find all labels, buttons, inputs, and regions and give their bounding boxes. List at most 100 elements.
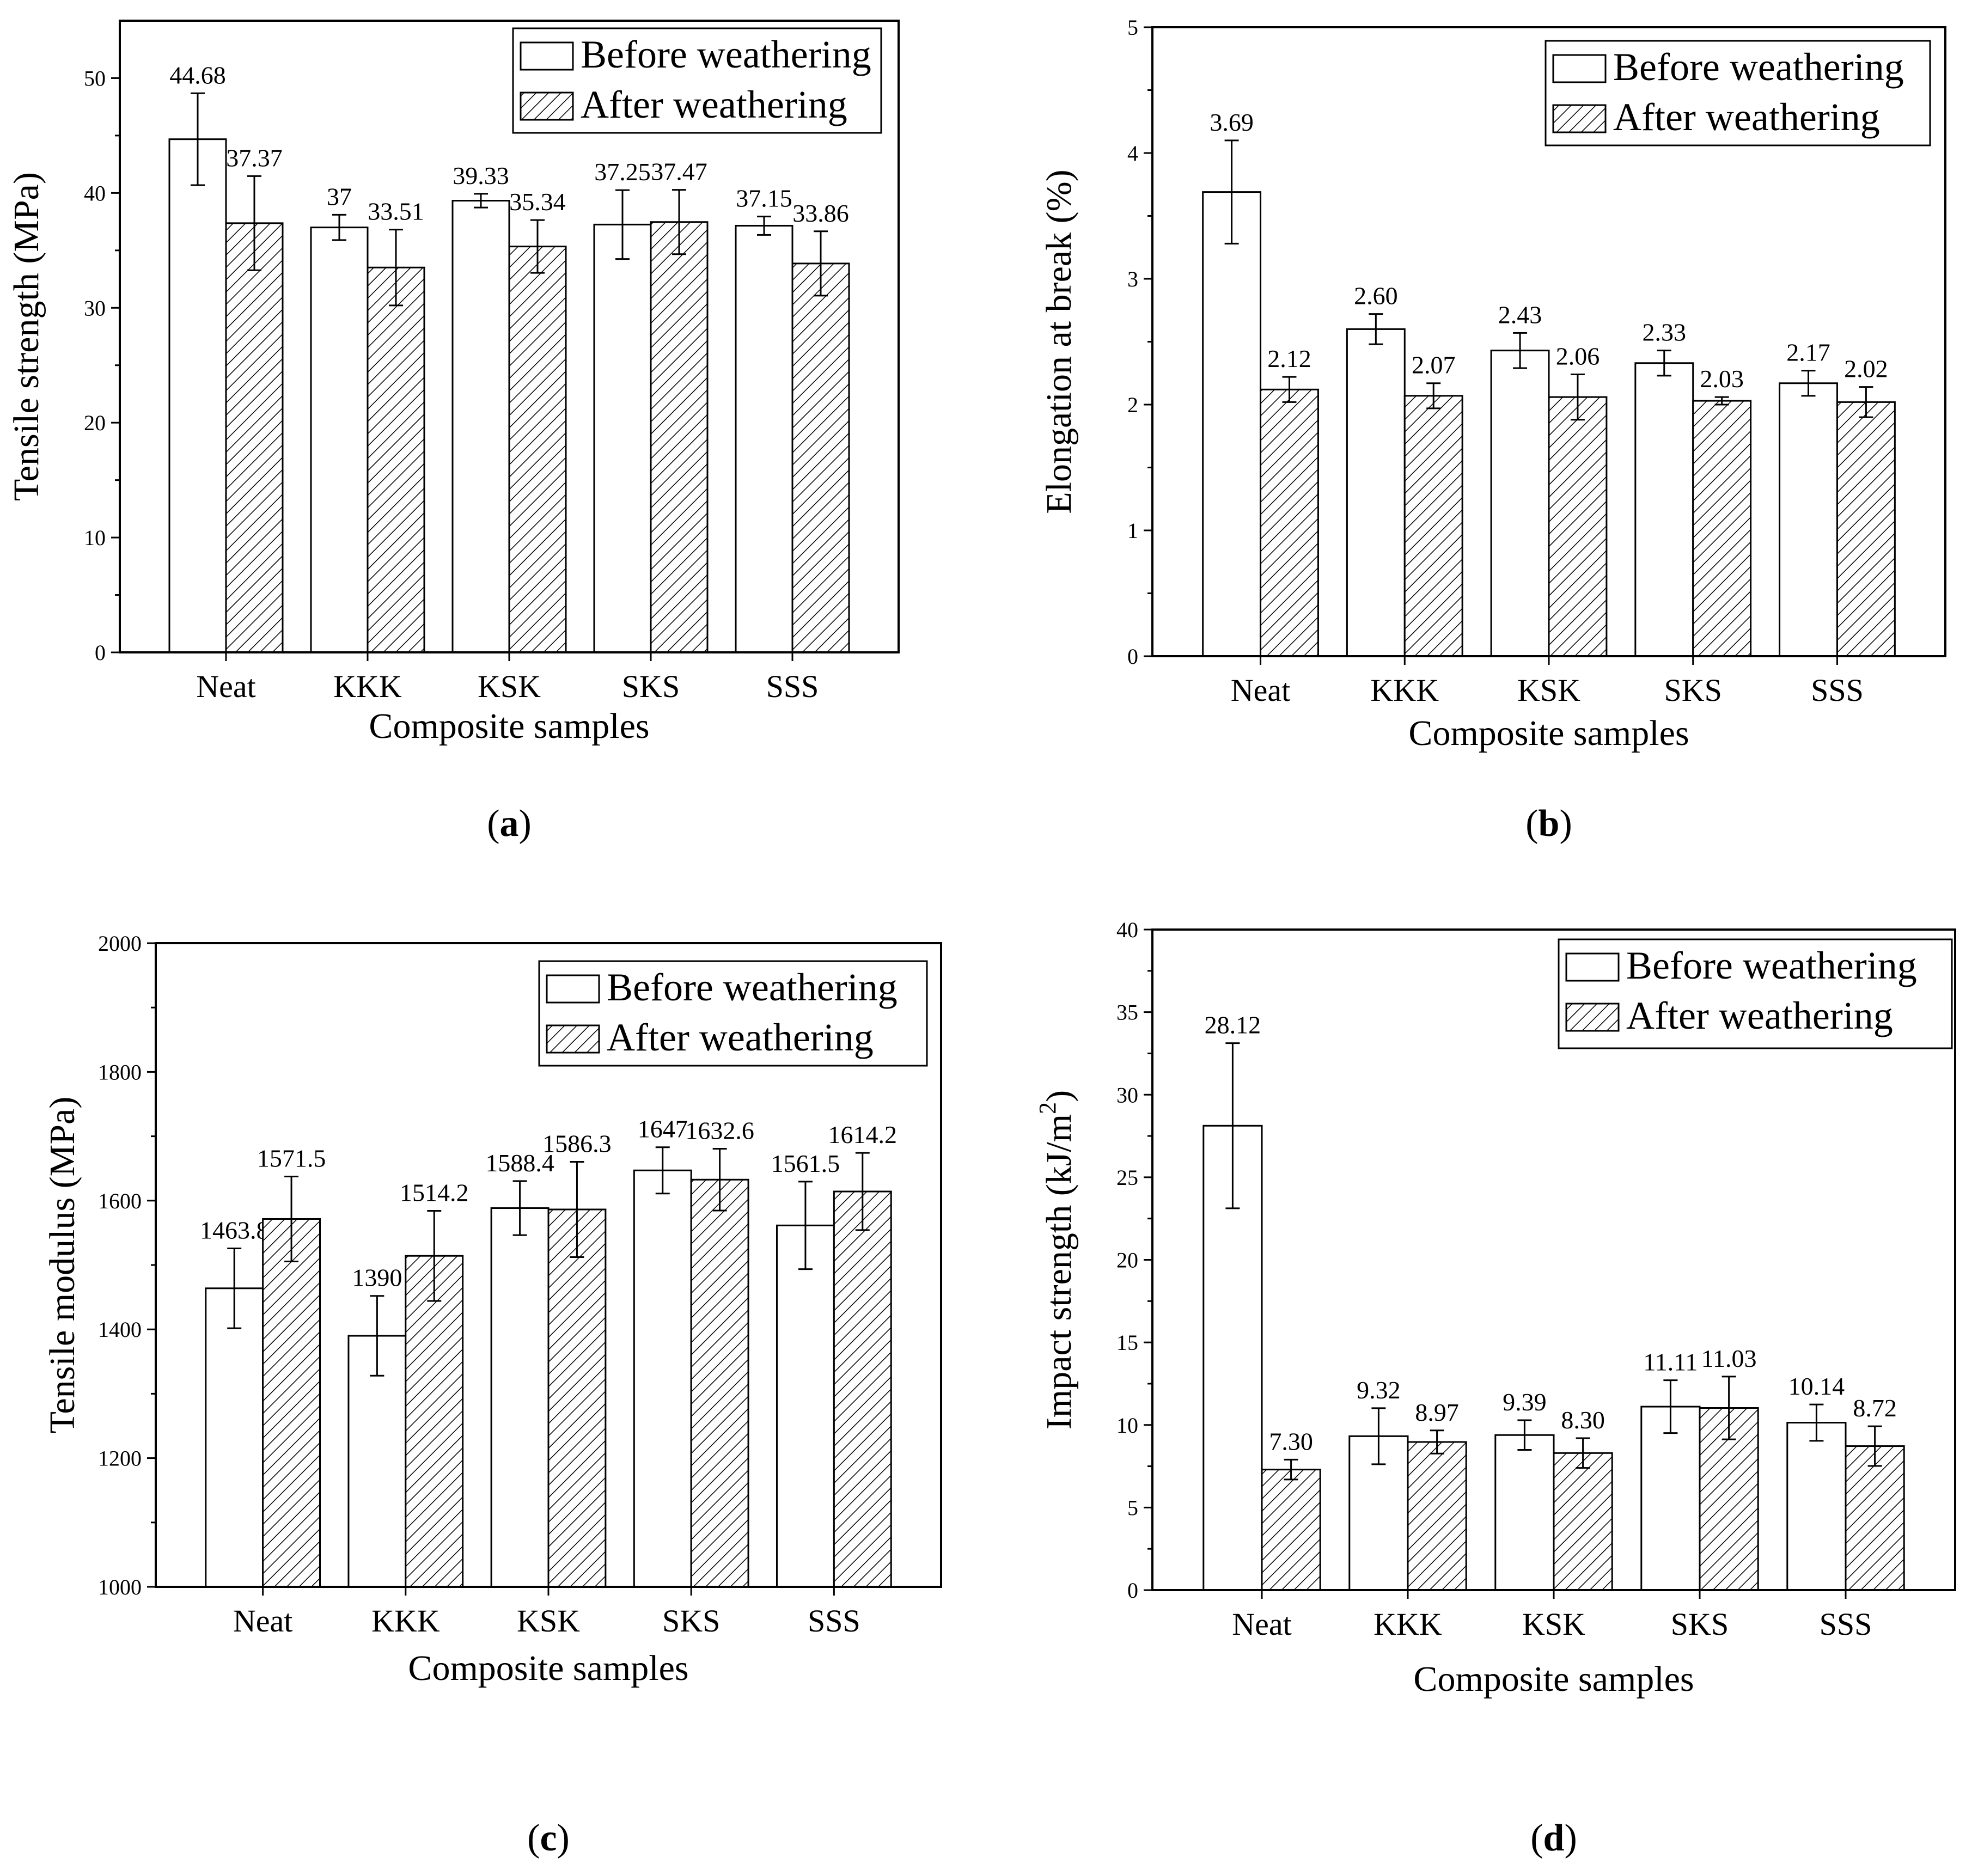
x-tick-label: SSS [1811,673,1864,708]
y-tick-label: 30 [84,296,106,320]
bar-before-weathering [1202,191,1262,657]
x-tick-label: SKS [662,1603,720,1639]
data-label: 3.69 [1210,108,1254,136]
chart-panel-a: 0 10 20 30 40 50 Neat 44.68 37.37 KKK 37 33.51 KSK 39… [7,20,900,845]
bar-before-weathering [451,199,510,653]
data-label: 1571.5 [257,1144,326,1172]
x-tick-label: Neat [233,1603,293,1639]
y-tick-label: 20 [84,411,106,435]
legend-swatch-after [1552,104,1607,133]
data-label: 33.86 [792,199,849,227]
panel-label: (a) [487,803,532,845]
legend-swatch-before [546,974,600,1004]
data-label: 2.43 [1498,301,1542,328]
data-label: 44.68 [169,61,226,89]
y-tick-label: 3 [1127,267,1138,291]
y-axis-title: Tensile modulus (MPa) [42,1097,82,1434]
bar-after-weathering [650,221,709,653]
legend-swatch-before [1552,54,1607,83]
y-axis-title: Tensile strength (MPa) [7,172,46,501]
y-tick-label: 0 [1127,644,1138,669]
bar-before-weathering [1640,1406,1701,1591]
data-label: 2.12 [1267,345,1311,372]
bar-after-weathering [833,1190,892,1588]
y-tick-label: 50 [84,66,106,90]
data-label: 2.06 [1556,343,1600,370]
y-tick-label: 0 [95,640,106,665]
data-label: 1647 [638,1115,688,1143]
bar-before-weathering [593,223,652,653]
data-label: 37.15 [736,185,792,212]
bar-before-weathering [205,1287,264,1588]
data-label: 8.72 [1853,1394,1897,1422]
x-tick-label: SSS [766,669,819,704]
data-label: 2.33 [1643,319,1687,346]
chart-panel-b: 0 1 2 3 4 5 Neat 3.69 2.12 KKK 2.60 2.07 KSK 2.43 2.06… [1039,15,1946,845]
data-label: 9.39 [1503,1388,1547,1416]
bar-before-weathering [168,138,227,653]
x-tick-label: Neat [1231,673,1291,708]
x-tick-label: KSK [517,1603,580,1639]
x-tick-label: SKS [1664,673,1722,708]
data-label: 1632.6 [685,1117,754,1145]
chart-panel-d: 0 5 10 15 20 25 30 35 40 Neat 28.12 7.30 KKK 9.32 8.97… [1034,918,1956,1859]
data-label: 1390 [352,1264,402,1292]
y-axis-title-close: ) [1039,1090,1079,1102]
panel-label-close: ) [1559,803,1572,845]
bar-before-weathering [1346,328,1406,657]
panel-label-open: ( [527,1817,540,1859]
y-axis-title: Elongation at break (%) [1039,169,1079,514]
y-tick-label: 5 [1127,1495,1138,1520]
legend-swatch-after [546,1024,600,1054]
x-tick-label: KSK [478,669,541,704]
bar-after-weathering [405,1255,464,1588]
legend-label-before: Before weathering [581,33,871,76]
data-label: 10.14 [1788,1372,1845,1400]
x-tick-label: SSS [808,1603,860,1639]
data-label: 8.97 [1415,1398,1459,1426]
panel-label-letter: b [1539,803,1560,845]
data-label: 39.33 [453,162,509,190]
y-tick-label: 35 [1116,1000,1138,1025]
data-label: 9.32 [1357,1376,1401,1404]
bar-before-weathering [310,227,369,653]
panel-label-close: ) [519,803,532,845]
legend-swatch-before [520,41,574,71]
panel-label-open: ( [487,803,499,845]
bar-before-weathering [735,224,793,653]
data-label: 2.60 [1354,282,1398,310]
bar-after-weathering [791,262,850,653]
y-tick-label: 10 [84,525,106,550]
y-tick-label: 1200 [98,1446,142,1471]
y-tick-label: 30 [1116,1083,1138,1107]
legend-label-before: Before weathering [1626,944,1917,987]
y-tick-label: 4 [1127,141,1138,166]
legend-label-after: After weathering [581,83,847,126]
data-label: 11.03 [1701,1345,1757,1372]
y-tick-label: 1000 [98,1575,142,1599]
y-tick-label: 20 [1116,1248,1138,1273]
x-tick-label: SSS [1820,1606,1872,1642]
x-tick-label: KSK [1517,673,1580,708]
legend-swatch-before [1565,952,1620,982]
bar-before-weathering [776,1224,835,1588]
legend-label-after: After weathering [607,1016,874,1059]
bar-after-weathering [508,246,567,653]
data-label: 2.17 [1786,339,1830,366]
bar-after-weathering [1548,396,1608,657]
chart-panel-c: 1000 1200 1400 1600 1800 2000 Neat 1463.8 1571.5… [42,931,942,1859]
data-label: 1614.2 [828,1121,898,1148]
data-label: 28.12 [1205,1011,1261,1039]
x-axis-title: Composite samples [1408,713,1689,753]
bar-after-weathering [547,1208,607,1588]
x-tick-label: SKS [622,669,680,704]
bar-before-weathering [1634,362,1694,657]
panel-label-letter: c [540,1817,557,1859]
legend-box [512,27,882,134]
panel-label-letter: a [500,803,519,845]
plot-frame [119,20,900,653]
x-tick-label: KSK [1522,1606,1585,1642]
y-tick-label: 1 [1127,518,1138,543]
y-tick-label: 5 [1127,15,1138,40]
